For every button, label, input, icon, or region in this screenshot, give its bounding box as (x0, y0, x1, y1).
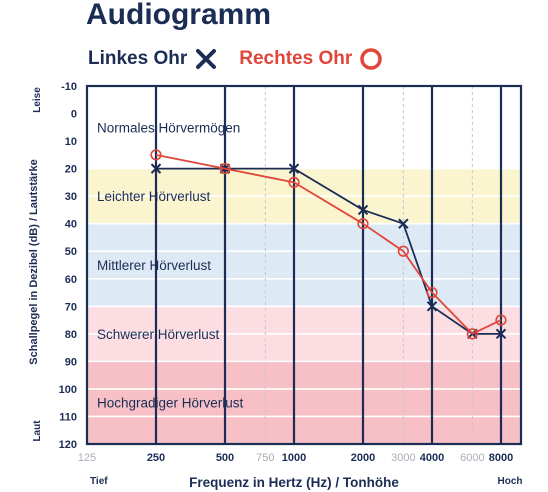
x-end-label-right: Hoch (498, 476, 523, 487)
y-end-label-bottom: Laut (32, 420, 43, 442)
y-tick-label: 110 (59, 411, 77, 423)
y-axis-title: Schallpegel in Dezibel (dB) / Lautstärke (28, 159, 40, 364)
right-ear-point (466, 328, 478, 340)
x-tick-label: 6000 (460, 452, 484, 464)
right-ear-point (495, 314, 507, 326)
y-tick-label: 50 (65, 246, 77, 258)
series-line-right-ear (155, 153, 502, 335)
legend-left-label: Linkes Ohr (88, 48, 188, 69)
left-ear-point (398, 218, 409, 229)
right-ear-point (219, 163, 231, 175)
series-line-left-ear (156, 167, 501, 335)
x-end-label-left: Tief (90, 476, 108, 487)
y-tick-label: 0 (71, 109, 77, 121)
y-tick-label: 80 (65, 329, 77, 341)
right-ear-point (357, 218, 369, 230)
left-ear-point (495, 328, 507, 340)
zone-band-3 (87, 223, 521, 307)
right-ear-point (288, 176, 300, 188)
x-icon (196, 49, 217, 69)
y-tick-label: 10 (65, 136, 77, 148)
x-tick-label: 500 (216, 452, 234, 464)
right-ear-point (150, 149, 162, 161)
legend: Linkes Ohr Rechtes Ohr (88, 46, 384, 72)
x-tick-label: 4000 (420, 452, 444, 464)
x-axis-title: Frequenz in Hertz (Hz) / Tonhöhe (189, 475, 399, 490)
y-tick-label: 120 (59, 439, 77, 451)
left-ear-point (150, 163, 162, 174)
right-ear-point (426, 286, 438, 299)
x-tick-label: 8000 (489, 452, 513, 464)
legend-right-label: Rechtes Ohr (239, 48, 353, 69)
zone-label: Leichter Hörverlust (97, 189, 211, 204)
x-tick-label: 2000 (351, 452, 375, 464)
y-tick-label: 90 (65, 356, 77, 368)
y-tick-label: -10 (61, 81, 77, 93)
x-tick-label: 125 (78, 452, 96, 464)
x-tick-label: 750 (256, 452, 274, 464)
y-tick-label: 20 (65, 164, 77, 176)
y-tick-label: 100 (59, 384, 77, 396)
left-ear-point (426, 301, 438, 312)
left-ear-point (357, 204, 369, 216)
circle-icon (360, 48, 382, 70)
zone-label: Normales Hörvermögen (97, 120, 240, 135)
y-tick-label: 60 (65, 274, 77, 286)
right-ear-point (397, 245, 409, 257)
x-tick-label: 250 (147, 452, 165, 464)
zone-label: Hochgradiger Hörverlust (97, 396, 244, 411)
y-end-label-top: Leise (32, 87, 43, 113)
zone-band-5 (87, 361, 521, 444)
x-tick-label: 3000 (391, 452, 415, 464)
y-tick-label: 40 (65, 219, 77, 231)
zone-label: Schwerer Hörverlust (97, 327, 220, 342)
y-tick-label: 30 (65, 191, 77, 203)
left-ear-point (288, 163, 300, 174)
zone-label: Mittlerer Hörverlust (97, 258, 211, 273)
y-tick-label: 70 (65, 301, 77, 313)
plot-border (85, 84, 523, 446)
x-tick-label: 1000 (282, 452, 306, 464)
chart-title: Audiogramm (86, 0, 272, 31)
